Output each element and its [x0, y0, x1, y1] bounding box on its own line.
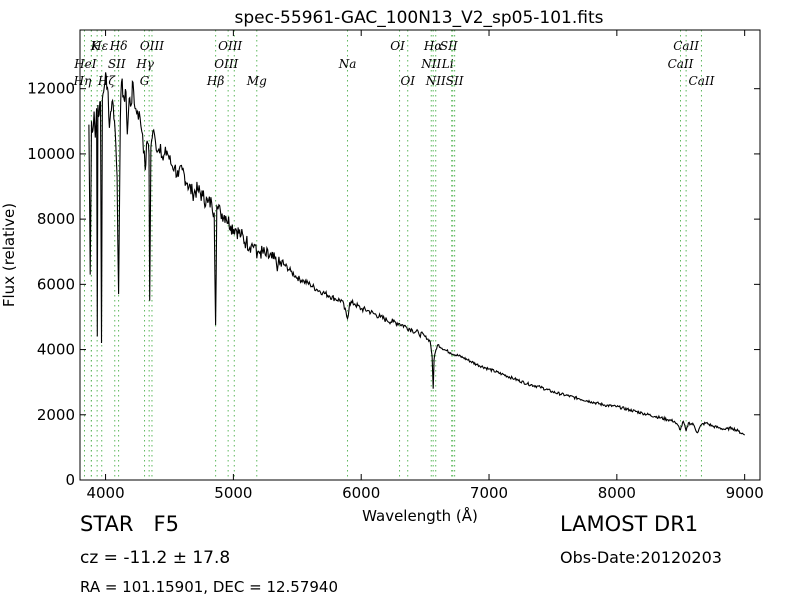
line-label-19: NII: [420, 57, 441, 71]
line-label-25: CaII: [689, 74, 715, 88]
x-tick-label-4000: 4000: [86, 484, 124, 502]
observation-date: Obs-Date:20120203: [560, 548, 722, 567]
line-label-15: OI: [390, 39, 405, 53]
x-tick-label-7000: 7000: [470, 484, 508, 502]
line-label-4: OIII: [140, 39, 164, 53]
redshift-value: cz = -11.2 ± 17.8: [80, 548, 231, 568]
line-label-9: Na: [338, 57, 357, 71]
y-tick-label-4000: 4000: [37, 341, 75, 359]
survey-name: LAMOST DR1: [560, 512, 699, 536]
line-label-10: Hη: [73, 74, 92, 88]
line-label-1: Hε: [90, 39, 108, 53]
line-label-2: Hδ: [109, 39, 128, 53]
line-label-12: G: [140, 74, 150, 88]
y-axis-label: Flux (relative): [0, 203, 18, 307]
plot-frame: [79, 29, 761, 481]
line-label-24: CaII: [668, 57, 694, 71]
y-tick-label-6000: 6000: [37, 275, 75, 293]
x-tick-label-5000: 5000: [214, 484, 252, 502]
y-tick-label-0: 0: [65, 471, 75, 489]
x-axis-label: Wavelength (Å): [362, 506, 478, 525]
spectrum-line: [88, 72, 745, 436]
line-label-13: Hβ: [206, 74, 224, 88]
line-label-18: SII: [440, 39, 458, 53]
x-axis-ticks: 4000 5000 6000 7000 8000 9000: [86, 30, 764, 502]
line-label-7: Hγ: [135, 57, 154, 71]
line-label-5: OIII: [218, 39, 242, 53]
coordinates: RA = 101.15901, DEC = 12.57940: [80, 578, 339, 596]
object-class: STAR F5: [80, 512, 179, 536]
line-label-0: K: [90, 39, 101, 53]
line-label-21: NII: [425, 74, 446, 88]
line-label-17: Hα: [423, 39, 443, 53]
line-label-6: HeI: [73, 57, 97, 71]
y-tick-label-10000: 10000: [27, 145, 75, 163]
y-tick-label-8000: 8000: [37, 210, 75, 228]
line-label-14: Mg: [246, 74, 267, 88]
line-label-23: CaII: [673, 39, 699, 53]
line-label-16: OI: [400, 74, 415, 88]
x-tick-label-9000: 9000: [726, 484, 764, 502]
x-tick-label-8000: 8000: [598, 484, 636, 502]
y-axis-ticks: 0 2000 4000 6000 8000 10000 12000: [27, 80, 760, 489]
x-tick-label-6000: 6000: [342, 484, 380, 502]
line-label-22: SII: [446, 74, 464, 88]
line-label-20: Li: [441, 57, 454, 71]
chart-title: spec-55961-GAC_100N13_V2_sp05-101.fits: [234, 8, 603, 28]
y-tick-label-2000: 2000: [37, 406, 75, 424]
y-tick-label-12000: 12000: [27, 80, 75, 98]
line-label-3: SII: [108, 57, 126, 71]
line-label-8: OIII: [214, 57, 238, 71]
spectral-line-markers: [83, 30, 702, 480]
